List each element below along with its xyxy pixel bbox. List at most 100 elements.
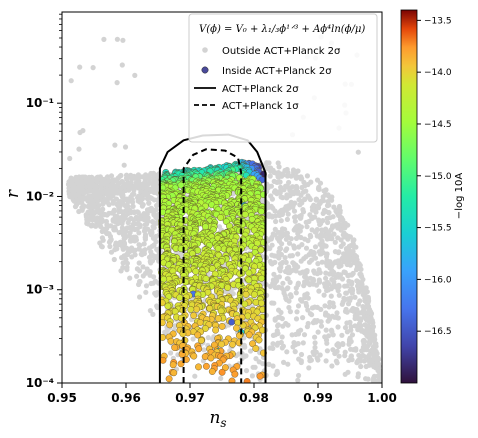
inside-point — [201, 353, 209, 360]
outside-point — [322, 303, 328, 309]
outside-point — [172, 323, 178, 329]
outside-point — [291, 214, 298, 220]
outside-point — [342, 371, 348, 377]
outside-point — [108, 173, 115, 179]
outside-point — [295, 189, 301, 195]
outside-point — [281, 359, 287, 365]
outside-point — [312, 334, 318, 340]
outside-point — [116, 199, 122, 205]
outside-point — [140, 264, 146, 270]
outside-point — [270, 363, 276, 369]
outside-point — [338, 243, 344, 249]
outside-point — [143, 270, 149, 276]
outside-point — [312, 340, 318, 346]
inside-point — [252, 345, 260, 352]
outside-point — [335, 315, 341, 321]
outside-point — [132, 72, 138, 78]
x-tick-label: 1.00 — [367, 391, 397, 405]
outside-point — [107, 233, 113, 239]
outside-point — [297, 228, 303, 234]
outside-point — [300, 315, 306, 321]
inside-point — [241, 210, 249, 218]
outside-point — [350, 347, 357, 353]
outside-point — [103, 180, 109, 187]
outside-point — [341, 230, 347, 236]
outside-point — [129, 174, 135, 180]
x-tick-label: 0.97 — [175, 391, 205, 405]
outside-point — [376, 367, 382, 374]
outside-point — [352, 313, 358, 319]
outside-point — [230, 291, 236, 297]
outside-point — [267, 345, 273, 351]
legend-formula: V(ϕ) = V₀ + λ₁/₃ϕ¹ᐟ³ + Aϕ⁴ln(ϕ/μ) — [199, 24, 365, 35]
outside-point — [300, 340, 306, 346]
outside-point — [107, 243, 113, 250]
outside-point — [268, 168, 274, 174]
outside-point — [296, 372, 302, 379]
outside-point — [307, 311, 313, 317]
outside-point — [285, 193, 291, 199]
outside-point — [75, 197, 81, 203]
inside-point — [171, 344, 179, 351]
outside-point — [280, 172, 286, 178]
outside-point — [100, 201, 106, 207]
inside-point — [214, 245, 222, 253]
outside-point — [138, 251, 144, 257]
outside-point — [306, 259, 313, 265]
outside-point — [296, 328, 302, 334]
outside-point — [328, 293, 334, 299]
legend-label-inside: Inside ACT+Planck 2σ — [222, 66, 332, 77]
outside-point — [342, 325, 349, 331]
inside-point — [218, 368, 226, 376]
outside-point — [84, 216, 90, 222]
outside-point — [356, 289, 362, 295]
inside-point — [257, 299, 265, 307]
outside-point — [269, 300, 275, 306]
inside-point — [193, 305, 200, 313]
outside-point — [130, 203, 136, 209]
outside-point — [365, 323, 371, 329]
outside-point — [272, 284, 278, 291]
inside-point — [217, 214, 224, 221]
outside-point — [101, 36, 107, 43]
outside-point — [134, 266, 140, 272]
outside-point — [289, 332, 295, 338]
colorbar-tick-label: −13.5 — [424, 16, 452, 26]
outside-point — [275, 323, 281, 329]
outside-point — [342, 225, 348, 231]
outside-point — [361, 358, 368, 364]
outside-point — [323, 260, 330, 266]
outside-point — [278, 309, 284, 316]
outside-point — [358, 354, 364, 360]
outside-point — [266, 160, 272, 166]
inside-point — [202, 275, 210, 283]
outside-point — [315, 329, 321, 335]
inside-point — [197, 337, 205, 344]
outside-point — [301, 179, 307, 185]
outside-point — [321, 292, 327, 298]
outside-point — [276, 274, 282, 280]
outside-point — [139, 196, 145, 202]
outside-point — [114, 80, 120, 86]
y-axis-title: r — [3, 189, 23, 198]
outside-point — [276, 249, 282, 255]
outside-point — [305, 307, 311, 313]
outside-point — [360, 276, 366, 283]
inside-point — [214, 315, 222, 322]
outside-point — [87, 183, 93, 189]
outside-point — [312, 318, 318, 324]
inside-point — [231, 370, 239, 378]
outside-point — [307, 275, 314, 281]
inside-point — [245, 269, 253, 277]
outside-point — [305, 295, 311, 301]
outside-point — [324, 203, 331, 209]
colorbar — [400, 9, 418, 384]
outside-point — [132, 238, 138, 244]
colorbar-tick-label: −15.0 — [424, 172, 452, 182]
outside-point — [123, 213, 129, 219]
outside-point — [152, 254, 158, 260]
outside-point — [345, 296, 351, 302]
outside-point — [288, 292, 294, 298]
outside-point — [86, 209, 92, 215]
